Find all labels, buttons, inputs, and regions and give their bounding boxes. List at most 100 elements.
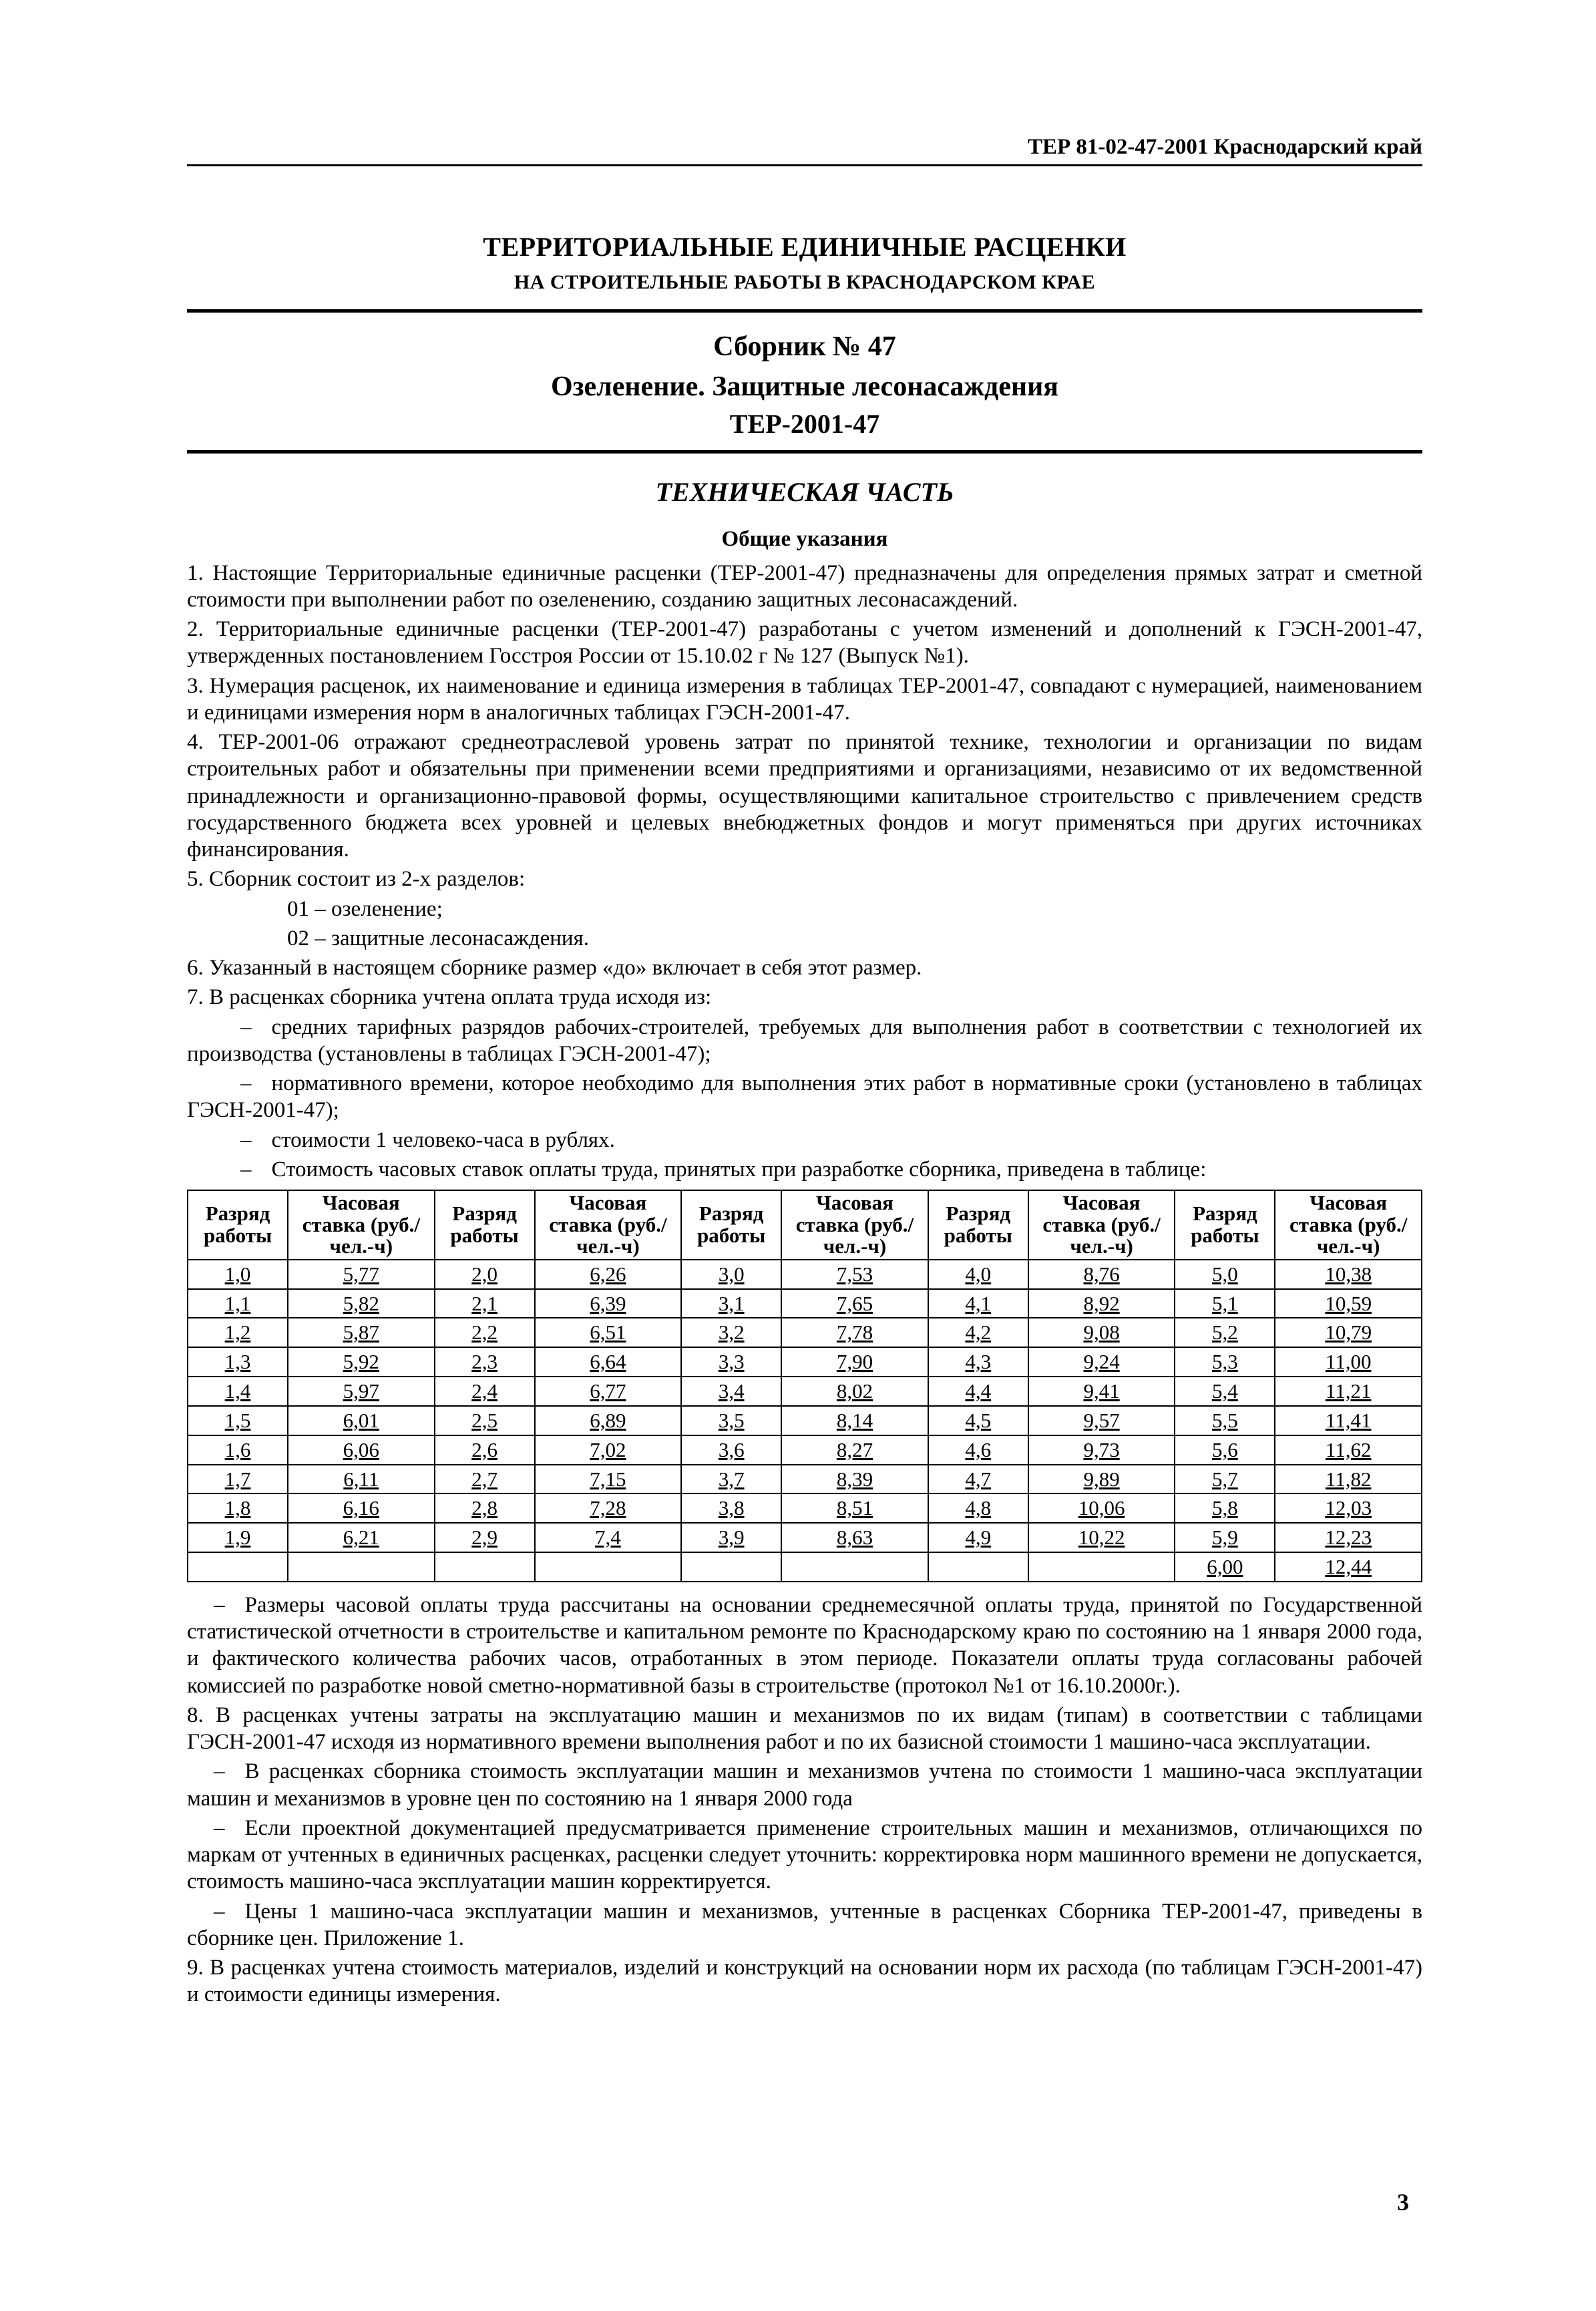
rank-cell: 5,0 xyxy=(1175,1260,1275,1289)
rank-cell: 3,9 xyxy=(681,1523,781,1552)
rank-cell: 5,4 xyxy=(1175,1377,1275,1406)
para-4: 4. ТЕР-2001-06 отражают среднеотраслевой… xyxy=(187,729,1422,863)
general-heading: Общие указания xyxy=(187,526,1422,552)
rank-cell: 2,2 xyxy=(435,1318,535,1347)
rank-cell: 3,2 xyxy=(681,1318,781,1347)
rank-cell: 5,8 xyxy=(1175,1493,1275,1523)
rank-cell: 1,4 xyxy=(188,1377,288,1406)
rate-cell: 6,01 xyxy=(288,1406,435,1435)
rate-cell: 7,78 xyxy=(781,1318,928,1347)
rate-cell: 7,90 xyxy=(781,1347,928,1377)
rates-table-head: Разряд работыЧасовая ставка (руб./чел.-ч… xyxy=(188,1190,1422,1260)
para-8b: Если проектной документацией предусматри… xyxy=(187,1815,1422,1896)
rank-cell: 5,2 xyxy=(1175,1318,1275,1347)
para-5: 5. Сборник состоит из 2-х разделов: xyxy=(187,866,1422,892)
rate-cell: 8,63 xyxy=(781,1523,928,1552)
sbornik-code: ТЕР-2001-47 xyxy=(187,408,1422,441)
rate-cell: 9,73 xyxy=(1028,1435,1175,1465)
rate-cell: 7,53 xyxy=(781,1260,928,1289)
rate-cell: 8,14 xyxy=(781,1406,928,1435)
rate-cell: 7,02 xyxy=(535,1435,682,1465)
rank-cell: 1,0 xyxy=(188,1260,288,1289)
rank-cell: 3,6 xyxy=(681,1435,781,1465)
rate-cell: 6,51 xyxy=(535,1318,682,1347)
rates-row: 1,96,212,97,43,98,634,910,225,912,23 xyxy=(188,1523,1422,1552)
rate-cell xyxy=(781,1552,928,1582)
rank-cell: 1,3 xyxy=(188,1347,288,1377)
rank-cell xyxy=(681,1552,781,1582)
rates-col-rank: Разряд работы xyxy=(928,1190,1028,1260)
rank-cell: 4,4 xyxy=(928,1377,1028,1406)
rank-cell: 3,1 xyxy=(681,1289,781,1318)
rate-cell: 10,38 xyxy=(1275,1260,1422,1289)
rate-cell: 6,21 xyxy=(288,1523,435,1552)
rate-cell: 9,41 xyxy=(1028,1377,1175,1406)
rate-cell: 9,57 xyxy=(1028,1406,1175,1435)
rank-cell: 1,5 xyxy=(188,1406,288,1435)
rates-row: 1,76,112,77,153,78,394,79,895,711,82 xyxy=(188,1465,1422,1494)
rank-cell: 5,3 xyxy=(1175,1347,1275,1377)
rank-cell: 1,6 xyxy=(188,1435,288,1465)
para-7d: Стоимость часовых ставок оплаты труда, п… xyxy=(187,1156,1422,1183)
rates-col-rank: Разряд работы xyxy=(1175,1190,1275,1260)
rate-cell: 6,16 xyxy=(288,1493,435,1523)
rates-col-rate: Часовая ставка (руб./чел.-ч) xyxy=(1275,1190,1422,1260)
para-5b: 02 – защитные лесонасаждения. xyxy=(287,925,1422,952)
rank-cell xyxy=(188,1552,288,1582)
rank-cell: 4,5 xyxy=(928,1406,1028,1435)
rates-col-rank: Разряд работы xyxy=(681,1190,781,1260)
rates-col-rank: Разряд работы xyxy=(188,1190,288,1260)
rank-cell xyxy=(928,1552,1028,1582)
rates-row: 6,0012,44 xyxy=(188,1552,1422,1582)
rank-cell: 3,3 xyxy=(681,1347,781,1377)
rate-cell: 11,62 xyxy=(1275,1435,1422,1465)
technical-part-heading: ТЕХНИЧЕСКАЯ ЧАСТЬ xyxy=(187,476,1422,509)
rule-top xyxy=(187,309,1422,313)
rank-cell: 5,9 xyxy=(1175,1523,1275,1552)
rank-cell: 4,8 xyxy=(928,1493,1028,1523)
rank-cell: 4,9 xyxy=(928,1523,1028,1552)
rank-cell: 5,1 xyxy=(1175,1289,1275,1318)
rank-cell: 1,2 xyxy=(188,1318,288,1347)
rate-cell: 6,64 xyxy=(535,1347,682,1377)
rank-cell: 4,1 xyxy=(928,1289,1028,1318)
sbornik-block: Сборник № 47 Озеленение. Защитные лесона… xyxy=(187,330,1422,440)
rate-cell: 8,76 xyxy=(1028,1260,1175,1289)
rank-cell: 1,7 xyxy=(188,1465,288,1494)
rates-row: 1,25,872,26,513,27,784,29,085,210,79 xyxy=(188,1318,1422,1347)
rates-row: 1,05,772,06,263,07,534,08,765,010,38 xyxy=(188,1260,1422,1289)
rate-cell: 5,82 xyxy=(288,1289,435,1318)
rate-cell: 10,59 xyxy=(1275,1289,1422,1318)
rank-cell: 2,0 xyxy=(435,1260,535,1289)
rates-row: 1,56,012,56,893,58,144,59,575,511,41 xyxy=(188,1406,1422,1435)
page-number: 3 xyxy=(1397,2188,1409,2217)
rank-cell: 2,3 xyxy=(435,1347,535,1377)
rates-table-body: 1,05,772,06,263,07,534,08,765,010,381,15… xyxy=(188,1260,1422,1582)
para-8: 8. В расценках учтены затраты на эксплуа… xyxy=(187,1702,1422,1756)
rate-cell: 11,00 xyxy=(1275,1347,1422,1377)
rate-cell: 12,23 xyxy=(1275,1523,1422,1552)
para-2: 2. Территориальные единичные расценки (Т… xyxy=(187,616,1422,670)
rank-cell: 4,7 xyxy=(928,1465,1028,1494)
rank-cell: 5,7 xyxy=(1175,1465,1275,1494)
para-7c: стоимости 1 человеко-часа в рублях. xyxy=(187,1127,1422,1153)
rates-row: 1,15,822,16,393,17,654,18,925,110,59 xyxy=(188,1289,1422,1318)
para-5a: 01 – озеленение; xyxy=(287,896,1422,922)
rank-cell: 2,1 xyxy=(435,1289,535,1318)
rate-cell: 7,15 xyxy=(535,1465,682,1494)
sub-title: НА СТРОИТЕЛЬНЫЕ РАБОТЫ В КРАСНОДАРСКОМ К… xyxy=(187,271,1422,295)
rank-cell: 4,2 xyxy=(928,1318,1028,1347)
para-8a: В расценках сборника стоимость эксплуата… xyxy=(187,1758,1422,1812)
rank-cell: 3,4 xyxy=(681,1377,781,1406)
sbornik-number: Сборник № 47 xyxy=(187,330,1422,364)
rank-cell: 6,00 xyxy=(1175,1552,1275,1582)
rate-cell: 6,89 xyxy=(535,1406,682,1435)
rank-cell: 3,0 xyxy=(681,1260,781,1289)
sbornik-name: Озеленение. Защитные лесонасаждения xyxy=(187,370,1422,404)
para-7e: Размеры часовой оплаты труда рассчитаны … xyxy=(187,1592,1422,1699)
rate-cell: 11,41 xyxy=(1275,1406,1422,1435)
rates-col-rank: Разряд работы xyxy=(435,1190,535,1260)
rates-row: 1,86,162,87,283,88,514,810,065,812,03 xyxy=(188,1493,1422,1523)
rank-cell: 2,7 xyxy=(435,1465,535,1494)
rank-cell: 2,4 xyxy=(435,1377,535,1406)
